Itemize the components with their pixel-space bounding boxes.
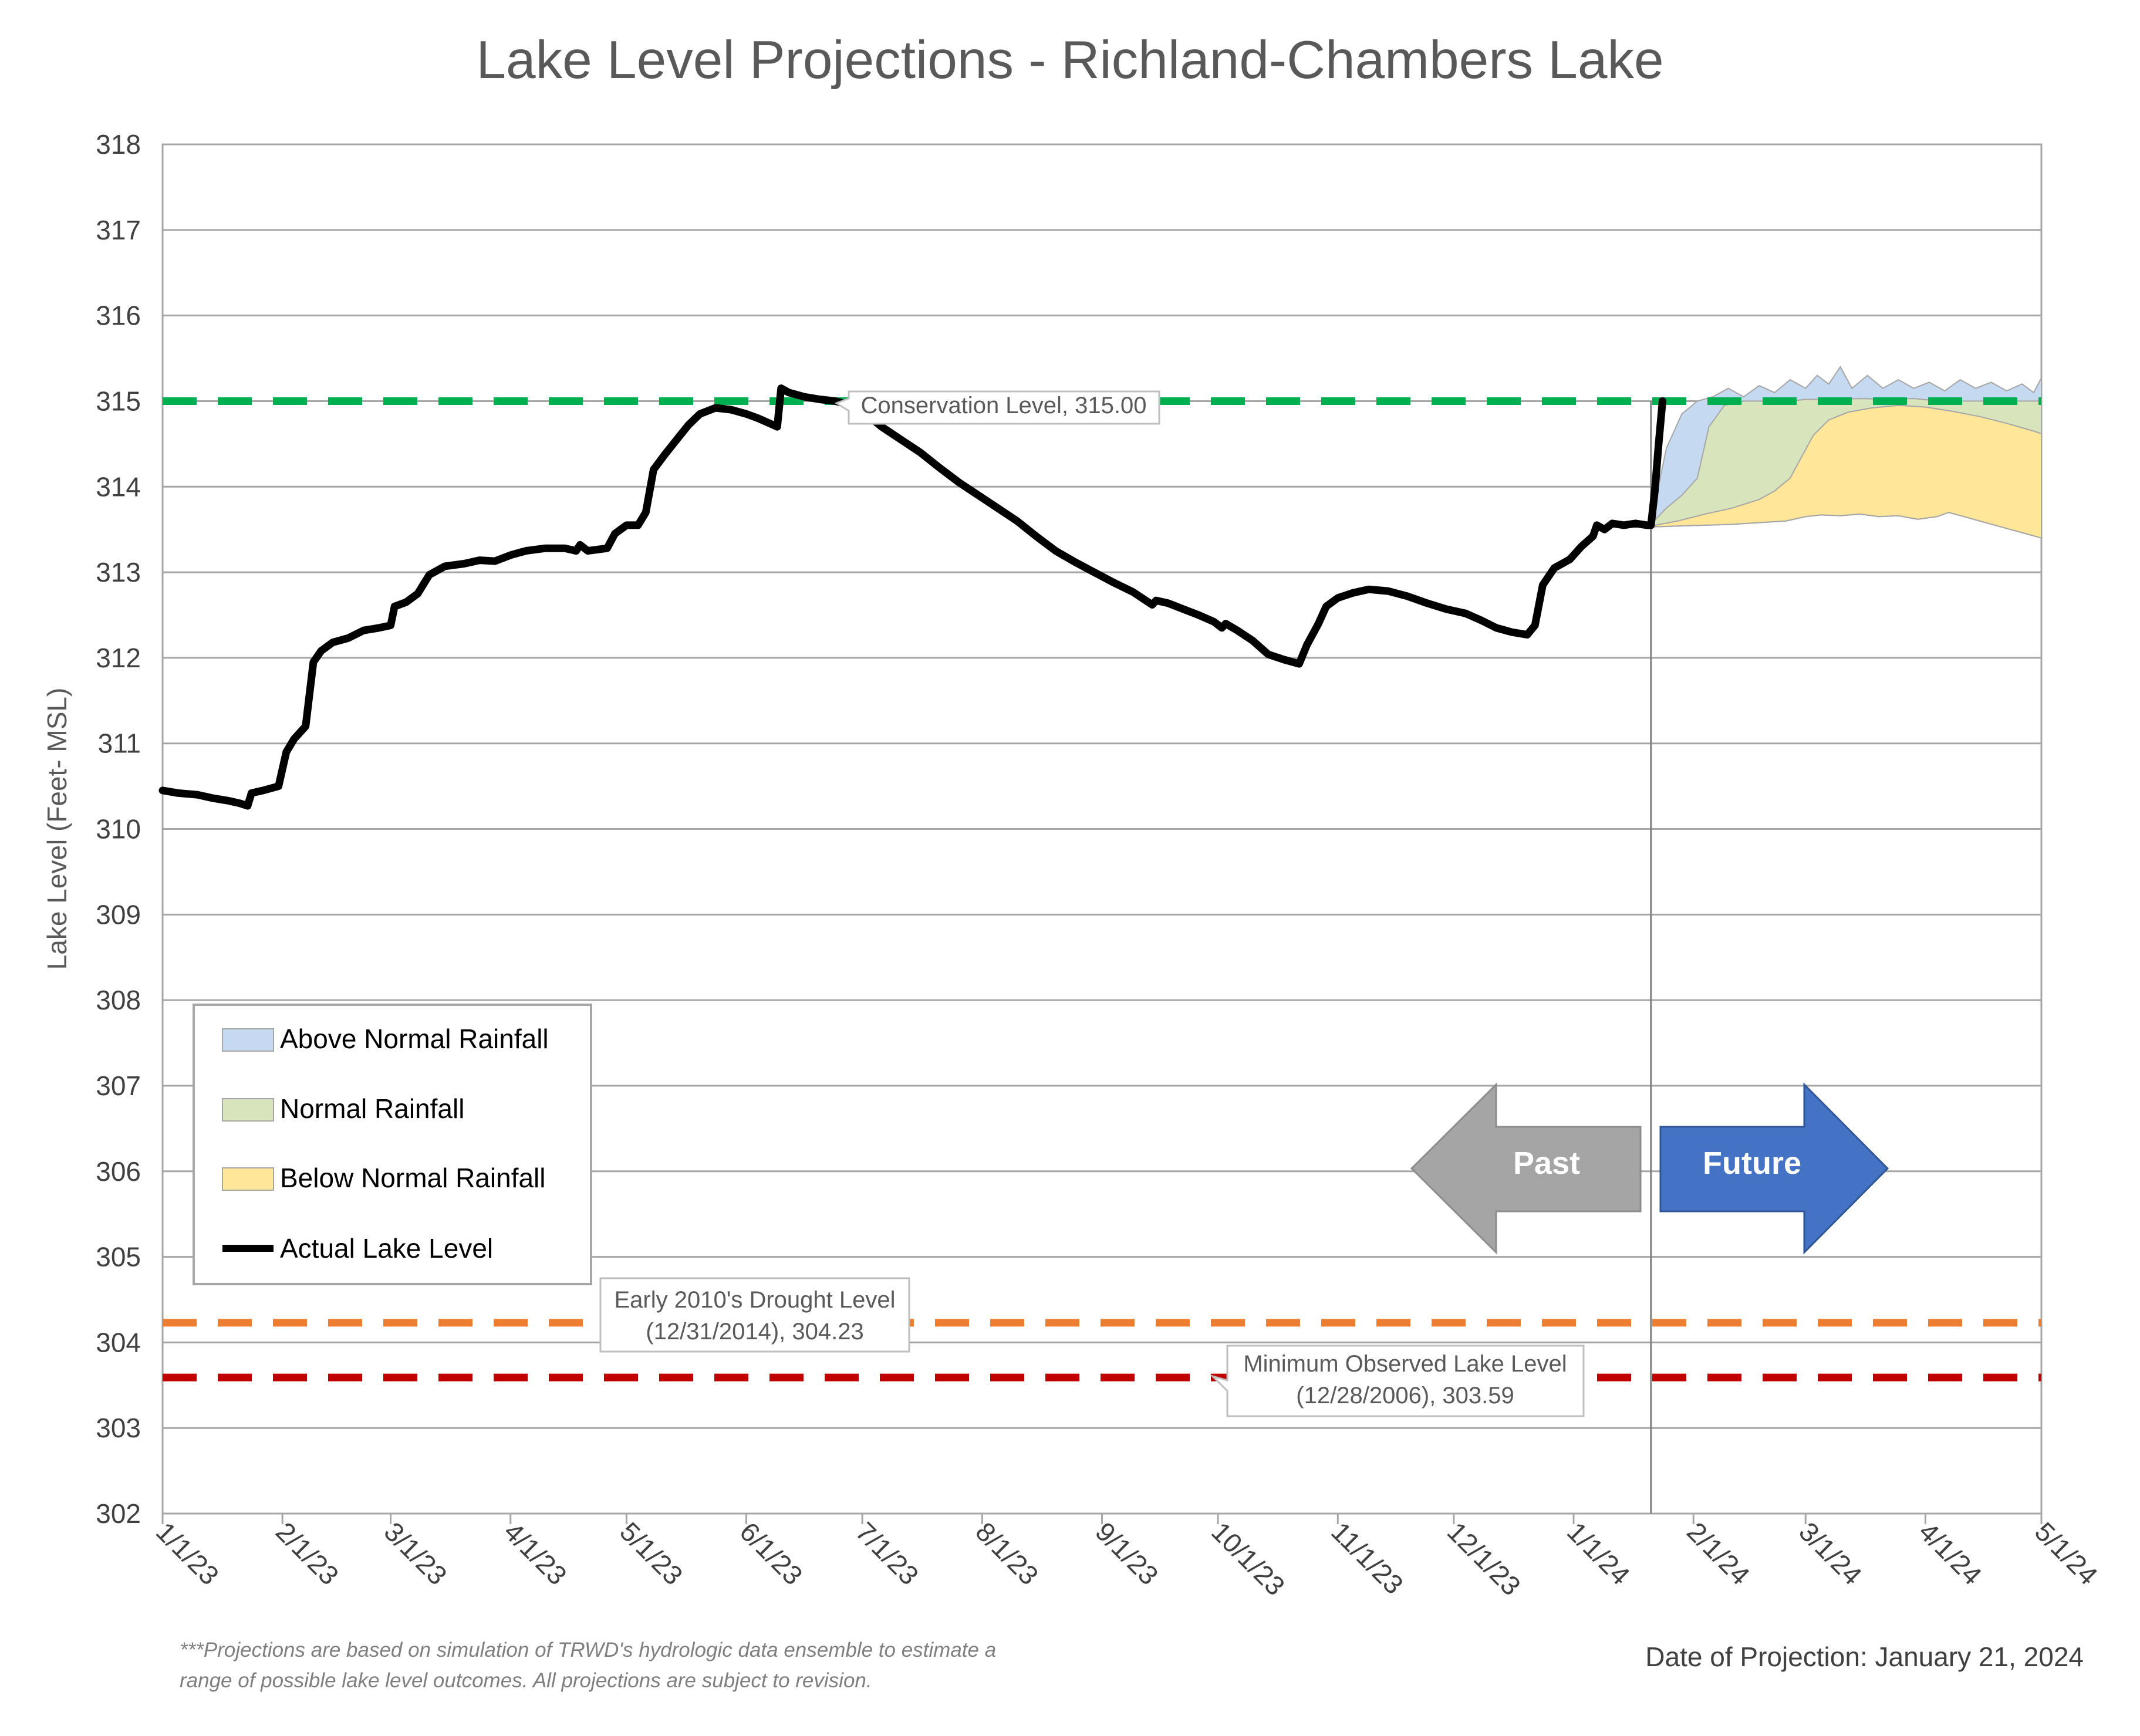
legend-label-normal: Normal Rainfall (280, 1093, 464, 1124)
legend-swatch-below (222, 1167, 274, 1191)
x-tick-label: 4/1/24 (1913, 1516, 1987, 1590)
y-tick-label: 310 (96, 814, 141, 845)
drought-label-line1: Early 2010's Drought Level (614, 1287, 895, 1313)
future-arrow: Future (1659, 1082, 1889, 1255)
legend-label-above: Above Normal Rainfall (280, 1024, 549, 1054)
area-below-normal-rainfall (1650, 404, 2042, 539)
legend-label-actual: Actual Lake Level (280, 1233, 493, 1264)
x-tick-label: 11/1/23 (1325, 1516, 1409, 1600)
x-tick-label: 10/1/23 (1206, 1516, 1291, 1601)
x-tick-label: 8/1/23 (970, 1516, 1044, 1590)
footnote-line2: range of possible lake level outcomes. A… (180, 1669, 872, 1692)
x-tick-label: 4/1/23 (498, 1516, 573, 1590)
drought-label: Early 2010's Drought Level (12/31/2014),… (599, 1277, 910, 1353)
x-tick-label: 9/1/23 (1089, 1516, 1164, 1590)
gridlines (163, 143, 2041, 1515)
date-of-projection: Date of Projection: January 21, 2024 (1645, 1642, 2084, 1672)
y-tick-label: 315 (96, 386, 141, 416)
y-tick-label: 314 (96, 471, 141, 502)
x-tick-label: 12/1/23 (1442, 1516, 1527, 1601)
minimum-label: Minimum Observed Lake Level (12/28/2006)… (1209, 1345, 1585, 1417)
y-tick-label: 306 (96, 1156, 141, 1187)
y-tick-label: 316 (96, 300, 141, 331)
x-tick-label: 5/1/23 (614, 1516, 688, 1590)
y-tick-label: 307 (96, 1070, 141, 1101)
conservation-label: Conservation Level, 315.00 (834, 390, 1160, 425)
x-tick-label: 3/1/24 (1793, 1516, 1868, 1590)
legend-label-below: Below Normal Rainfall (280, 1163, 546, 1193)
y-tick-label: 312 (96, 643, 141, 673)
legend-swatch-normal (222, 1098, 274, 1122)
y-tick-label: 309 (96, 899, 141, 930)
past-arrow: Past (1410, 1082, 1642, 1255)
minimum-label-line2: (12/28/2006), 303.59 (1296, 1383, 1514, 1409)
conservation-label-text: Conservation Level, 315.00 (861, 393, 1147, 418)
y-tick-label: 308 (96, 985, 141, 1015)
past-arrow-label: Past (1513, 1146, 1580, 1181)
x-tick-label: 1/1/23 (150, 1516, 225, 1590)
chart-title: Lake Level Projections - Richland-Chambe… (476, 31, 1663, 90)
y-tick-label: 305 (96, 1242, 141, 1272)
future-arrow-label: Future (1703, 1146, 1801, 1181)
x-tick-label: 2/1/23 (270, 1516, 345, 1590)
x-tick-label: 7/1/23 (850, 1516, 924, 1590)
y-axis-ticks: 302 303 304 305 306 307 308 309 310 311 312 313 314 3… (96, 129, 141, 1529)
y-tick-label: 303 (96, 1413, 141, 1443)
footnote-line1: ***Projections are based on simulation o… (180, 1639, 996, 1661)
minimum-label-line1: Minimum Observed Lake Level (1243, 1351, 1567, 1377)
x-axis-ticks: 1/1/23 2/1/23 3/1/23 4/1/23 5/1/23 6/1/23 7/1/… (150, 1514, 2104, 1602)
projection-areas (1650, 366, 2042, 539)
y-tick-label: 304 (96, 1327, 141, 1357)
x-tick-label: 1/1/24 (1561, 1516, 1636, 1590)
legend: Above Normal Rainfall Normal Rainfall Be… (193, 1004, 592, 1285)
y-axis-label: Lake Level (Feet- MSL) (42, 688, 72, 970)
x-tick-label: 5/1/24 (2029, 1516, 2104, 1590)
drought-label-line2: (12/31/2014), 304.23 (646, 1319, 863, 1345)
y-tick-label: 318 (96, 129, 141, 160)
y-tick-label: 317 (96, 215, 141, 245)
y-tick-label: 311 (98, 728, 141, 759)
x-tick-label: 6/1/23 (734, 1516, 808, 1590)
x-tick-label: 2/1/24 (1681, 1516, 1756, 1590)
y-tick-label: 313 (96, 557, 141, 587)
legend-swatch-above (222, 1028, 274, 1052)
x-tick-label: 3/1/23 (379, 1516, 453, 1590)
y-tick-label: 302 (96, 1498, 141, 1529)
